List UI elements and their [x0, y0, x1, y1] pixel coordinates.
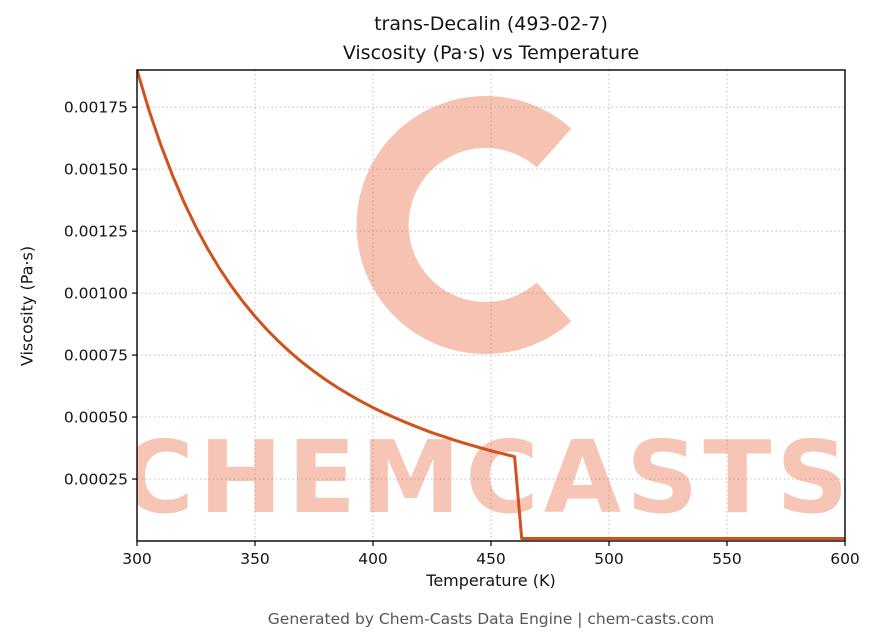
- y-tick-label: 0.00075: [64, 347, 128, 365]
- x-tick-label: 500: [594, 550, 624, 568]
- footer-credit: Generated by Chem-Casts Data Engine | ch…: [267, 610, 715, 628]
- x-axis-label: Temperature (K): [426, 571, 556, 590]
- y-tick-label: 0.00175: [64, 99, 128, 117]
- x-tick-label: 300: [122, 550, 152, 568]
- x-tick-label: 600: [830, 550, 860, 568]
- watermark-logo-c-icon: [356, 96, 572, 354]
- y-tick-label: 0.00150: [64, 161, 128, 179]
- y-tick-label: 0.00050: [64, 409, 128, 427]
- watermark-text: CHEMCASTS: [121, 419, 854, 536]
- y-tick-label: 0.00125: [64, 223, 128, 241]
- y-tick-label: 0.00100: [64, 285, 128, 303]
- x-tick-label: 550: [712, 550, 742, 568]
- viscosity-curve: [137, 70, 845, 540]
- y-tick-label: 0.00025: [64, 471, 128, 489]
- watermark: CHEMCASTS: [121, 96, 854, 536]
- chart-title: trans-Decalin (493-02-7) Viscosity (Pa·s…: [137, 10, 845, 68]
- x-tick-label: 350: [240, 550, 270, 568]
- y-axis-label: Viscosity (Pa·s): [17, 245, 37, 367]
- x-tick-label: 450: [476, 550, 506, 568]
- x-tick-label: 400: [358, 550, 388, 568]
- chart-title-line2: Viscosity (Pa·s) vs Temperature: [342, 42, 640, 64]
- chart-title-line1: trans-Decalin (493-02-7): [374, 13, 608, 35]
